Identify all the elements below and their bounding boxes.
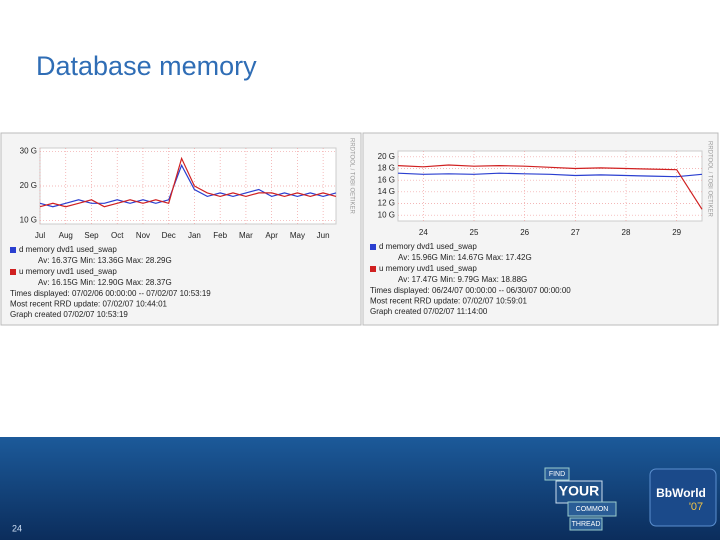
logo-text: BbWorld xyxy=(656,486,706,500)
legend-label: d memory dvd1 used_swap xyxy=(379,242,477,251)
graph-footer: Graph created 07/02/07 10:53:19 xyxy=(10,310,128,319)
y-tick-label: 14 G xyxy=(378,187,395,196)
y-tick-label: 20 G xyxy=(378,152,395,161)
logo-text: '07 xyxy=(689,501,703,513)
x-tick-label: Nov xyxy=(136,231,150,240)
y-tick-label: 12 G xyxy=(378,199,395,208)
graph-footer: Graph created 07/02/07 11:14:00 xyxy=(370,307,488,316)
x-tick-label: 26 xyxy=(520,228,529,237)
side-label: RRDTOOL / TOBI OETIKER xyxy=(348,138,354,214)
logo-text: FIND xyxy=(549,471,565,478)
y-tick-label: 16 G xyxy=(378,175,395,184)
graph-footer: Times displayed: 07/02/06 00:00:00 -- 07… xyxy=(10,289,211,298)
x-tick-label: Aug xyxy=(59,231,73,240)
x-tick-label: Jun xyxy=(317,231,330,240)
legend-stats: Av: 16.37G Min: 13.36G Max: 28.29G xyxy=(38,256,172,265)
legend-label: u memory uvd1 used_swap xyxy=(19,267,117,276)
y-tick-label: 20 G xyxy=(20,181,37,190)
series-line xyxy=(39,156,337,208)
logo-box xyxy=(544,467,570,481)
x-tick-label: Dec xyxy=(162,231,176,240)
logo-box xyxy=(569,517,603,531)
x-tick-label: Jan xyxy=(188,231,201,240)
y-tick-label: 10 G xyxy=(20,216,37,225)
x-tick-label: Mar xyxy=(239,231,253,240)
x-tick-label: 27 xyxy=(571,228,580,237)
slide-title: Database memory xyxy=(36,51,257,81)
x-tick-label: 29 xyxy=(672,228,681,237)
legend-stats: Av: 15.96G Min: 14.67G Max: 17.42G xyxy=(398,253,532,262)
x-tick-label: 28 xyxy=(622,228,631,237)
logo-text: COMMON xyxy=(576,506,609,513)
x-tick-label: 24 xyxy=(419,228,428,237)
legend-label: d memory dvd1 used_swap xyxy=(19,245,117,254)
y-tick-label: 30 G xyxy=(20,147,37,156)
x-tick-label: Feb xyxy=(213,231,227,240)
x-tick-label: 25 xyxy=(470,228,479,237)
legend-swatch xyxy=(10,269,16,275)
legend-label: u memory uvd1 used_swap xyxy=(379,264,477,273)
logo-text: YOUR xyxy=(559,483,599,499)
graph-footer: Times displayed: 06/24/07 00:00:00 -- 06… xyxy=(370,286,571,295)
logo-box xyxy=(567,501,617,517)
x-tick-label: Sep xyxy=(84,231,99,240)
graph-footer: Most recent RRD update: 07/02/07 10:44:0… xyxy=(10,300,168,309)
logo: FIND YOUR COMMON THREAD BbWorld '07 xyxy=(544,467,717,531)
page-number: 24 xyxy=(12,523,22,533)
y-tick-label: 10 G xyxy=(378,210,395,219)
logo-text: THREAD xyxy=(572,521,601,528)
graph-footer: Most recent RRD update: 07/02/07 10:59:0… xyxy=(370,297,528,306)
side-label: RRDTOOL / TOBI OETIKER xyxy=(706,141,712,217)
series-line xyxy=(397,172,703,178)
legend-stats: Av: 16.15G Min: 12.90G Max: 28.37G xyxy=(38,278,172,287)
logo-badge xyxy=(649,468,717,527)
legend-swatch xyxy=(370,266,376,272)
x-tick-label: Apr xyxy=(265,231,278,240)
plot-area xyxy=(397,150,703,222)
x-tick-label: May xyxy=(290,231,305,240)
footer-band xyxy=(0,437,720,540)
legend-swatch xyxy=(10,247,16,253)
x-tick-label: Oct xyxy=(111,231,124,240)
legend-stats: Av: 17.47G Min: 9.79G Max: 18.88G xyxy=(398,275,527,284)
y-tick-label: 18 G xyxy=(378,164,395,173)
series-line xyxy=(397,164,703,210)
series-line xyxy=(39,163,337,208)
x-tick-label: Jul xyxy=(35,231,45,240)
legend-swatch xyxy=(370,244,376,250)
